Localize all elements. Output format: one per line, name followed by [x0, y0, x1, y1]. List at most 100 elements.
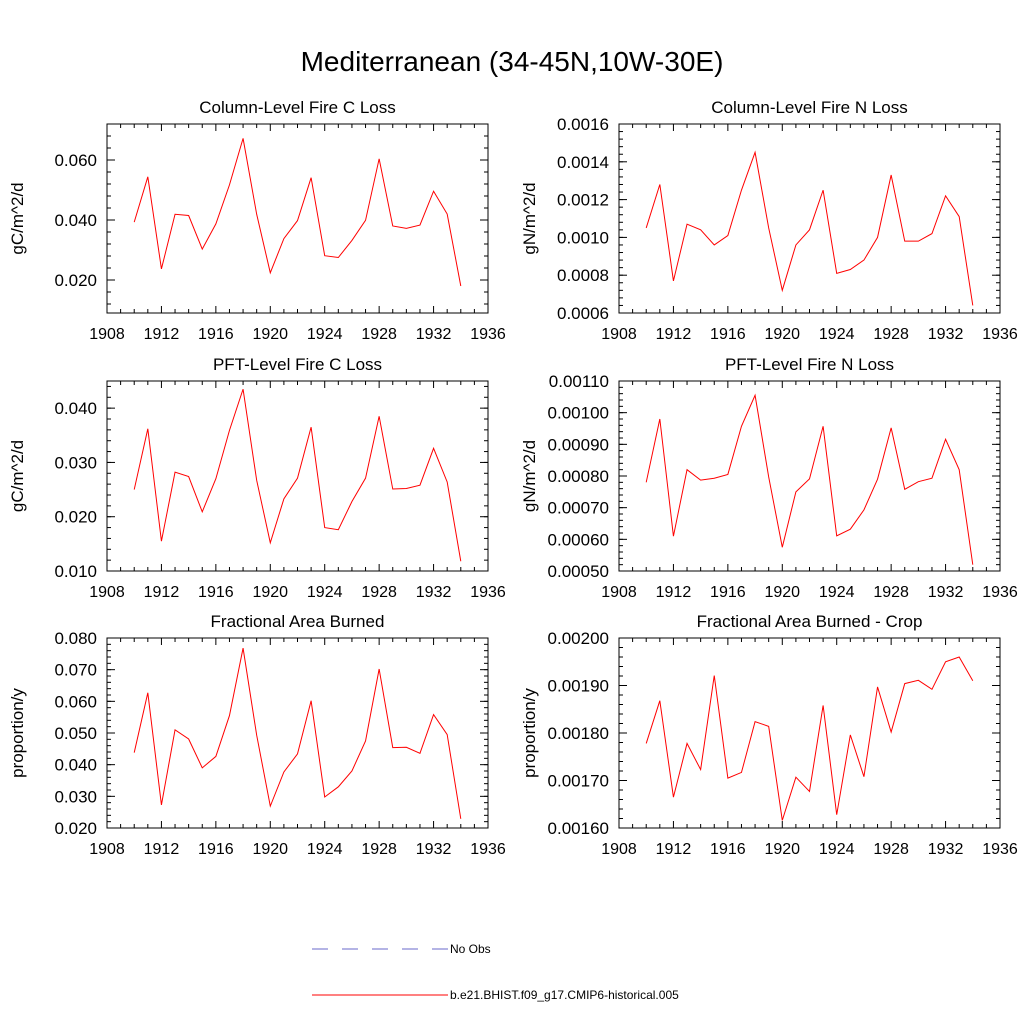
legend-obs-label: No Obs: [450, 942, 491, 956]
y-tick-label: 0.060: [54, 151, 97, 170]
plot-frame: [106, 123, 489, 314]
x-tick-label: 1928: [873, 584, 909, 601]
x-tick-label: 1920: [252, 841, 288, 858]
y-axis-label: gC/m^2/d: [8, 182, 27, 254]
x-tick-label: 1928: [361, 841, 397, 858]
series-line: [133, 138, 462, 287]
x-tick-label: 1916: [710, 841, 746, 858]
y-tick-label: 0.00200: [548, 629, 609, 648]
chart-panel-1: 1908 1912 1916 1920 1924 1928 1932 1936 0.020 0.0…: [8, 98, 506, 343]
y-tick-label: 0.040: [54, 399, 97, 418]
y-tick-label: 0.020: [54, 508, 97, 527]
legend-model-line: [312, 994, 448, 996]
x-tick-label: 1916: [710, 584, 746, 601]
figure-title: Mediterranean (34-45N,10W-30E): [300, 46, 724, 77]
x-tick-label: 1924: [819, 584, 855, 601]
x-tick-label: 1932: [928, 584, 964, 601]
y-tick-label: 0.0016: [557, 115, 609, 134]
chart-title: PFT-Level Fire C Loss: [213, 355, 382, 374]
x-tick-label: 1932: [928, 841, 964, 858]
chart-panel-4: 1908 1912 1916 1920 1924 1928 1932 1936 0.00050 0…: [520, 355, 1018, 601]
y-axis-label: gN/m^2/d: [520, 182, 539, 254]
x-tick-label: 1932: [416, 326, 452, 343]
y-tick-label: 0.080: [54, 629, 97, 648]
x-tick-label: 1932: [416, 584, 452, 601]
x-tick-label: 1936: [470, 584, 506, 601]
x-tick-label: 1924: [307, 326, 343, 343]
y-tick-label: 0.00180: [548, 724, 609, 743]
x-tick-label: 1924: [307, 584, 343, 601]
y-tick-label: 0.00050: [548, 562, 609, 581]
x-tick-label: 1936: [982, 326, 1018, 343]
x-tick-label: 1924: [307, 841, 343, 858]
x-tick-label: 1920: [764, 584, 800, 601]
x-tick-label: 1912: [656, 584, 692, 601]
legend-model-label: b.e21.BHIST.f09_g17.CMIP6-historical.005: [450, 988, 679, 1002]
x-tick-label: 1936: [982, 841, 1018, 858]
x-tick-label: 1912: [656, 326, 692, 343]
x-tick-label: 1928: [361, 584, 397, 601]
series-line: [133, 388, 462, 562]
chart-panel-6: 1908 1912 1916 1920 1924 1928 1932 1936 0.00160 0…: [520, 612, 1018, 858]
y-tick-label: 0.0014: [557, 153, 609, 172]
chart-title: PFT-Level Fire N Loss: [725, 355, 894, 374]
y-tick-label: 0.0012: [557, 191, 609, 210]
x-tick-label: 1936: [982, 584, 1018, 601]
x-tick-label: 1912: [144, 584, 180, 601]
x-tick-label: 1920: [764, 326, 800, 343]
x-tick-label: 1932: [928, 326, 964, 343]
y-tick-label: 0.0008: [557, 266, 609, 285]
y-tick-label: 0.060: [54, 692, 97, 711]
y-tick-label: 0.00110: [549, 372, 609, 391]
y-tick-label: 0.010: [54, 562, 97, 581]
x-tick-label: 1920: [252, 584, 288, 601]
plot-frame: [106, 637, 489, 829]
x-tick-label: 1908: [89, 584, 125, 601]
y-tick-label: 0.040: [54, 211, 97, 230]
y-tick-label: 0.030: [54, 787, 97, 806]
chart-title: Fractional Area Burned: [211, 612, 385, 631]
x-tick-label: 1912: [144, 326, 180, 343]
y-axis-label: gC/m^2/d: [8, 440, 27, 512]
y-tick-label: 0.00060: [548, 530, 609, 549]
y-tick-label: 0.00170: [548, 772, 609, 791]
x-tick-label: 1928: [873, 841, 909, 858]
x-tick-label: 1916: [198, 326, 234, 343]
y-tick-label: 0.070: [54, 661, 97, 680]
x-tick-label: 1924: [819, 841, 855, 858]
series-line: [645, 150, 974, 306]
legend-obs-line: [312, 948, 448, 950]
chart-panel-3: 1908 1912 1916 1920 1924 1928 1932 1936 0.010 0.0…: [8, 355, 506, 601]
x-tick-label: 1912: [656, 841, 692, 858]
chart-title: Column-Level Fire C Loss: [199, 98, 396, 117]
series-line: [133, 648, 462, 819]
x-tick-label: 1908: [601, 584, 637, 601]
x-tick-label: 1936: [470, 326, 506, 343]
y-tick-label: 0.00190: [548, 677, 609, 696]
y-tick-label: 0.00100: [548, 404, 609, 423]
x-tick-label: 1908: [601, 841, 637, 858]
y-tick-label: 0.0006: [557, 304, 609, 323]
y-tick-label: 0.020: [54, 271, 97, 290]
y-tick-label: 0.00160: [548, 819, 609, 838]
x-tick-label: 1916: [198, 584, 234, 601]
series-line: [645, 393, 974, 565]
chart-title: Column-Level Fire N Loss: [711, 98, 908, 117]
y-tick-label: 0.050: [54, 724, 97, 743]
x-tick-label: 1908: [601, 326, 637, 343]
y-tick-label: 0.030: [54, 453, 97, 472]
y-tick-label: 0.00080: [548, 467, 609, 486]
x-tick-label: 1916: [710, 326, 746, 343]
x-tick-label: 1920: [252, 326, 288, 343]
series-line: [645, 656, 974, 821]
y-axis-label: proportion/y: [8, 688, 27, 778]
x-tick-label: 1908: [89, 326, 125, 343]
x-tick-label: 1924: [819, 326, 855, 343]
x-tick-label: 1932: [416, 841, 452, 858]
x-tick-label: 1912: [144, 841, 180, 858]
y-axis-label: gN/m^2/d: [520, 440, 539, 512]
y-tick-label: 0.00090: [548, 435, 609, 454]
x-tick-label: 1920: [764, 841, 800, 858]
y-axis-label: proportion/y: [520, 688, 539, 778]
